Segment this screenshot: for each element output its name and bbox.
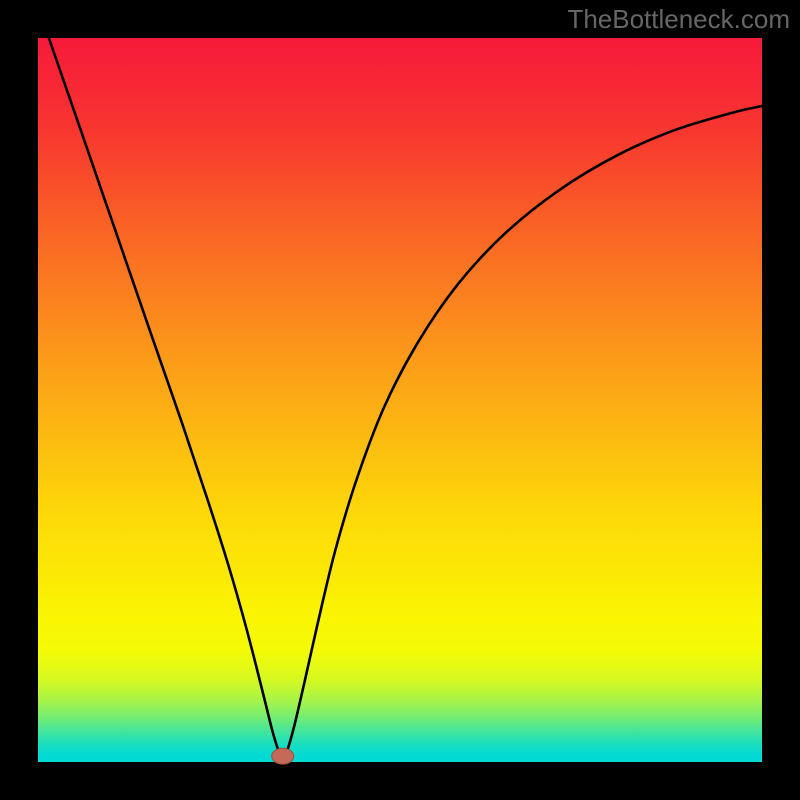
watermark-text: TheBottleneck.com bbox=[567, 4, 790, 35]
plot-background bbox=[38, 38, 762, 762]
chart-frame: TheBottleneck.com bbox=[0, 0, 800, 800]
chart-svg bbox=[0, 0, 800, 800]
minimum-marker bbox=[272, 748, 294, 764]
